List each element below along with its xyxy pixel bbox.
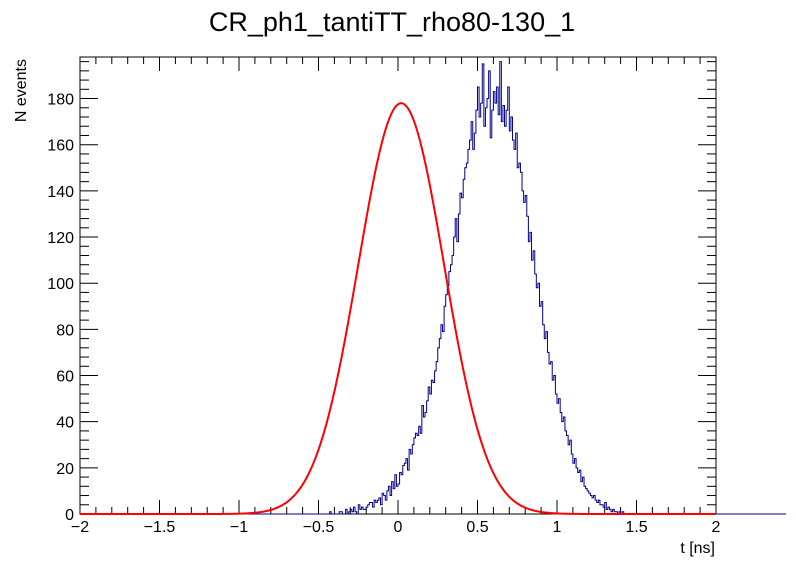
y-tick-label: 180 — [47, 92, 74, 109]
x-tick-label: −2 — [71, 519, 89, 536]
x-axis-label: t [ns] — [680, 540, 715, 557]
y-axis-ticks — [80, 61, 716, 515]
x-tick-label: 2 — [712, 519, 721, 536]
y-tick-label: 120 — [47, 230, 74, 247]
gaussian-fit-curve — [80, 102, 716, 515]
x-tick-label: −1 — [230, 519, 248, 536]
x-tick-label: 0.5 — [466, 519, 488, 536]
y-tick-label: 0 — [65, 507, 74, 524]
x-tick-label: 1 — [553, 519, 562, 536]
x-tick-label: −1.5 — [144, 519, 176, 536]
y-tick-label: 160 — [47, 138, 74, 155]
chart-title: CR_ph1_tantiTT_rho80-130_1 — [209, 7, 575, 37]
y-tick-label: 140 — [47, 184, 74, 201]
plot-frame — [79, 56, 717, 515]
y-axis-tick-labels: 0 20 40 60 80 100 120 140 160 180 — [47, 92, 74, 524]
x-axis-ticks — [79, 57, 717, 514]
y-axis-label: N events — [13, 59, 30, 122]
y-tick-label: 40 — [56, 415, 74, 432]
y-tick-label: 80 — [56, 322, 74, 339]
y-tick-label: 100 — [47, 276, 74, 293]
x-axis-tick-labels: −2 −1.5 −1 −0.5 0 0.5 1 1.5 2 — [71, 519, 721, 536]
y-tick-label: 20 — [56, 461, 74, 478]
x-tick-label: −0.5 — [303, 519, 335, 536]
y-tick-label: 60 — [56, 369, 74, 386]
x-tick-label: 0 — [394, 519, 403, 536]
histogram-series — [80, 61, 786, 515]
x-tick-label: 1.5 — [625, 519, 647, 536]
